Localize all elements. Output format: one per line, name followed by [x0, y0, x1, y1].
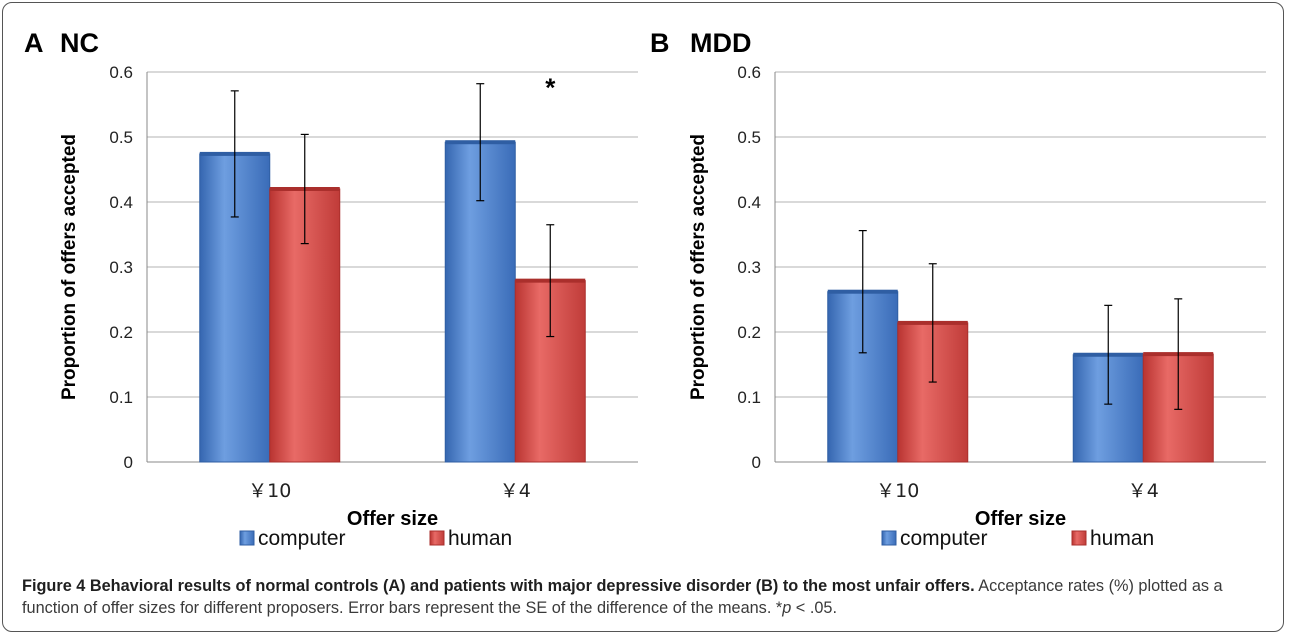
bar-computer: [199, 153, 271, 463]
legend-swatch-computer: [239, 530, 255, 546]
x-axis-label: Offer size: [975, 508, 1066, 530]
significance-star: *: [545, 73, 556, 103]
y-tick-label: 0.1: [737, 388, 761, 407]
panel-letter: A: [24, 28, 44, 58]
panel-b: B MDD 0 0.1 0.2 0.3 0.4 0.5 0.6 Proportion of off…: [650, 28, 1266, 550]
legend-label-computer: computer: [258, 527, 346, 550]
panel-title: NC: [60, 28, 99, 58]
y-tick-label: 0.1: [109, 388, 133, 407]
caption-title: Figure 4 Behavioral results of normal co…: [22, 577, 975, 595]
legend-swatch-human: [429, 530, 445, 546]
legend-label-human: human: [448, 527, 512, 550]
y-tick-label: 0.2: [737, 323, 761, 342]
legend-label-computer: computer: [900, 527, 988, 550]
y-tick-label: 0.6: [737, 63, 761, 82]
x-tick-label: ￥10: [876, 480, 919, 502]
y-tick-label: 0.4: [109, 193, 133, 212]
bar-computer: [444, 141, 516, 463]
x-tick-label: ￥10: [248, 480, 291, 502]
y-tick-label: 0.2: [109, 323, 133, 342]
y-axis-label: Proportion of offers accepted: [688, 134, 709, 400]
y-tick-label: 0.5: [737, 128, 761, 147]
legend-swatch-computer: [881, 530, 897, 546]
legend-label-human: human: [1090, 527, 1154, 550]
y-tick-label: 0.5: [109, 128, 133, 147]
caption-text: Acceptance rates (%) plotted as a functi…: [22, 577, 1223, 617]
panel-title: MDD: [690, 28, 752, 58]
y-tick-label: 0: [124, 453, 133, 472]
panel-a: A NC 0 0.1 0.2 0.3 0.4 0.5 0.6 Proportion of offe…: [24, 28, 638, 550]
panel-letter: B: [650, 28, 670, 58]
y-tick-label: 0.3: [109, 258, 133, 277]
caption-p-symbol: p: [782, 599, 792, 617]
figure-caption: Figure 4 Behavioral results of normal co…: [22, 575, 1272, 619]
y-tick-label: 0.6: [109, 63, 133, 82]
legend-swatch-human: [1071, 530, 1087, 546]
y-tick-label: 0.3: [737, 258, 761, 277]
x-tick-label: ￥4: [500, 480, 531, 502]
figure-svg: A NC 0 0.1 0.2 0.3 0.4 0.5 0.6 Proportion of offe…: [24, 28, 1266, 550]
y-tick-label: 0.4: [737, 193, 761, 212]
y-tick-label: 0: [752, 453, 761, 472]
x-tick-label: ￥4: [1128, 480, 1159, 502]
x-axis-label: Offer size: [347, 508, 438, 530]
y-axis-label: Proportion of offers accepted: [59, 134, 80, 400]
caption-text-end: < .05.: [791, 599, 837, 617]
